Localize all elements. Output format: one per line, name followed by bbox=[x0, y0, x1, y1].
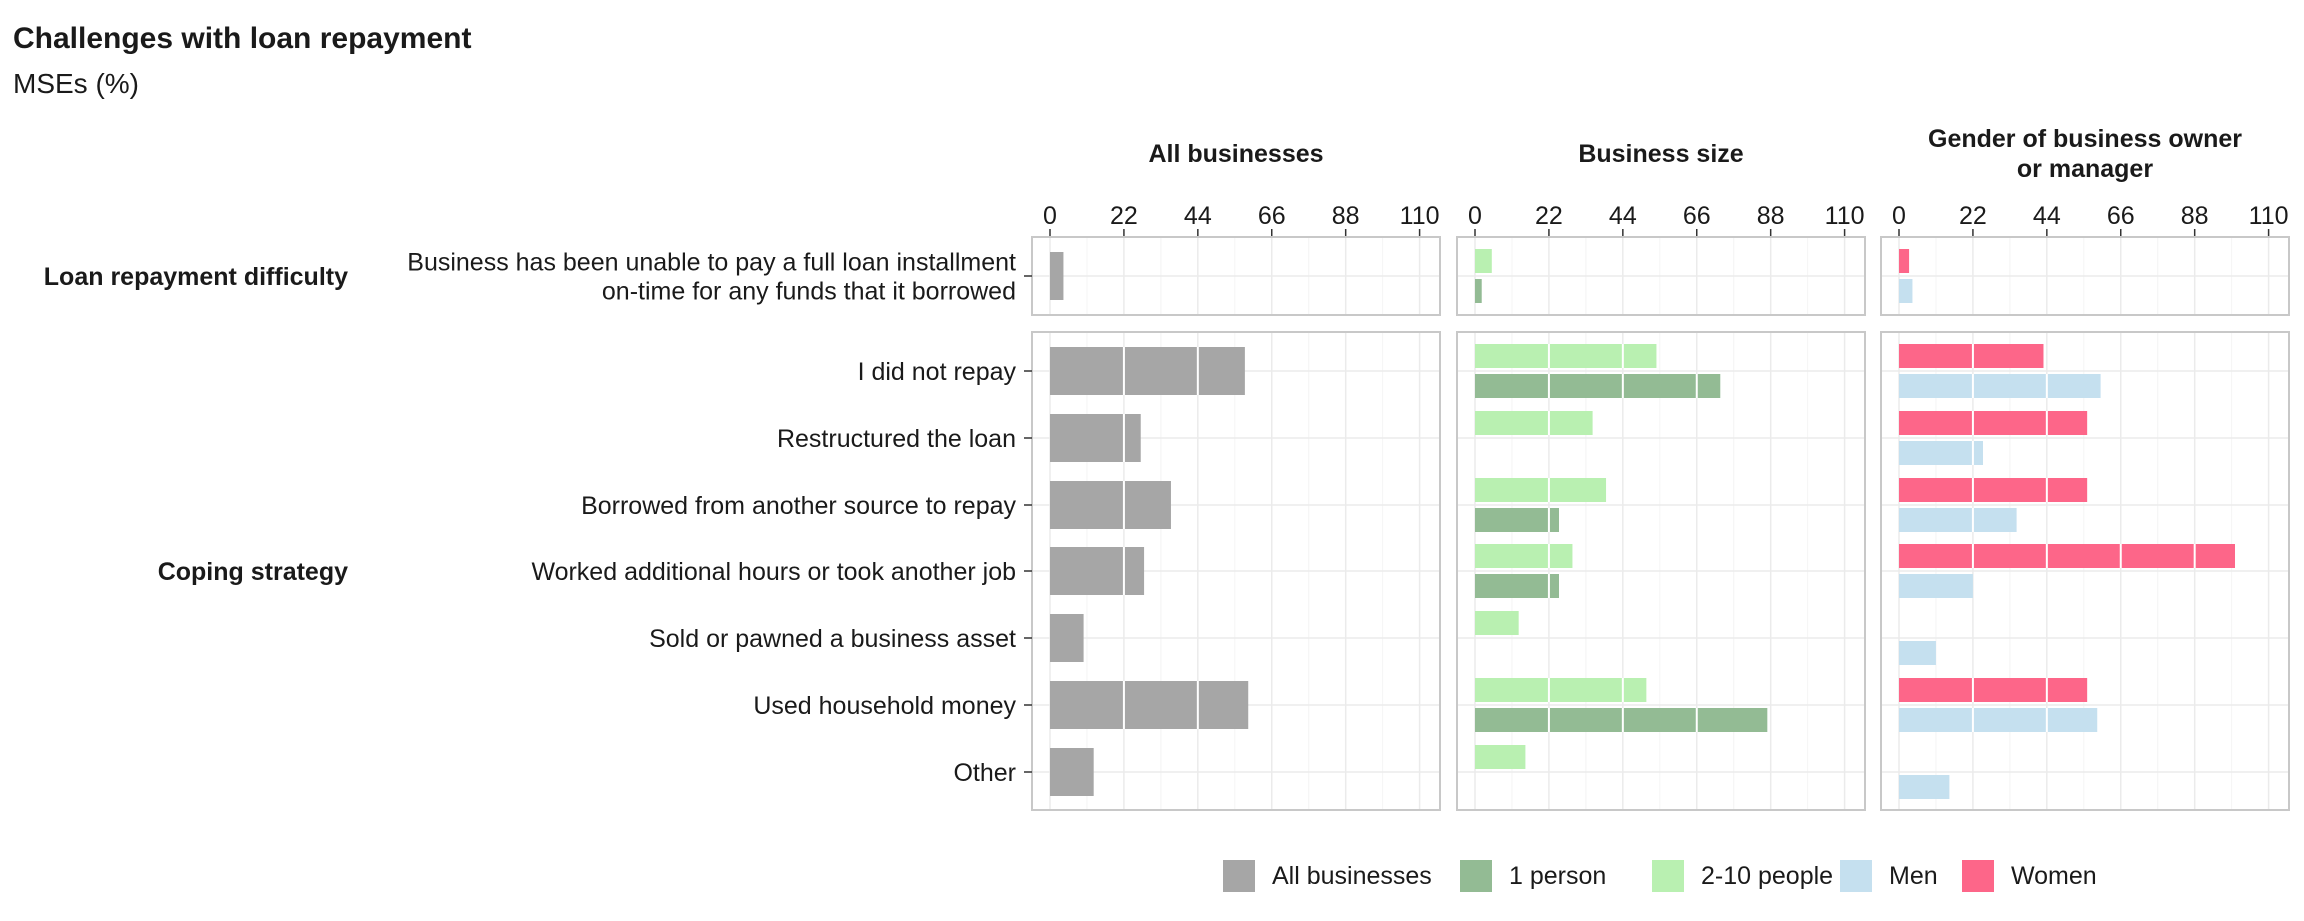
x-tick-label: 44 bbox=[1184, 202, 1212, 230]
legend: All businesses 1 person 2-10 people Men Wome… bbox=[1223, 860, 2097, 892]
legend-swatch bbox=[1840, 860, 1872, 892]
bar bbox=[1475, 279, 1482, 303]
x-tick-label: 44 bbox=[1609, 202, 1637, 230]
x-tick-label: 22 bbox=[1110, 202, 1138, 230]
bar bbox=[1050, 547, 1145, 595]
x-tick-label: 110 bbox=[2249, 202, 2289, 230]
panel-border bbox=[1880, 331, 2290, 811]
row-label: Sold or pawned a business asset bbox=[649, 625, 1016, 653]
bar bbox=[1899, 775, 1950, 799]
bar bbox=[1899, 374, 2101, 398]
bar bbox=[1899, 708, 2098, 732]
bar bbox=[1050, 347, 1245, 395]
x-tick-label: 0 bbox=[1468, 202, 1482, 230]
bar bbox=[1475, 678, 1647, 702]
bar bbox=[1899, 411, 2088, 435]
panel-title: All businesses bbox=[1148, 140, 1323, 168]
x-tick-label: 22 bbox=[1535, 202, 1563, 230]
x-tick-label: 44 bbox=[2033, 202, 2061, 230]
legend-label: Women bbox=[2011, 862, 2097, 890]
bar bbox=[1899, 249, 1910, 273]
x-tick-label: 66 bbox=[1258, 202, 1286, 230]
panel-title: or manager bbox=[2017, 155, 2153, 183]
bar bbox=[1475, 544, 1573, 568]
row-label: I did not repay bbox=[858, 358, 1017, 386]
x-tick-label: 0 bbox=[1892, 202, 1906, 230]
chart-title: Challenges with loan repayment bbox=[13, 22, 471, 55]
x-tick-label: 66 bbox=[2107, 202, 2135, 230]
legend-swatch bbox=[1223, 860, 1255, 892]
bar bbox=[1475, 574, 1559, 598]
row-label: on-time for any funds that it borrowed bbox=[602, 278, 1016, 306]
bar bbox=[1475, 508, 1559, 532]
x-tick-label: 88 bbox=[1332, 202, 1360, 230]
x-tick-label: 110 bbox=[1400, 202, 1440, 230]
chart-subtitle: MSEs (%) bbox=[13, 68, 139, 99]
bar bbox=[1050, 481, 1171, 529]
bar bbox=[1050, 681, 1249, 729]
bar bbox=[1475, 344, 1657, 368]
x-tick-label: 88 bbox=[2181, 202, 2209, 230]
group-label: Loan repayment difficulty bbox=[44, 263, 348, 291]
panel-title: Gender of business owner bbox=[1928, 125, 2242, 153]
bar bbox=[1899, 478, 2088, 502]
legend-label: Men bbox=[1889, 862, 1938, 890]
row-label: Used household money bbox=[753, 692, 1016, 720]
bar bbox=[1899, 508, 2017, 532]
bar bbox=[1475, 745, 1526, 769]
legend-label: All businesses bbox=[1272, 862, 1432, 890]
bar bbox=[1475, 478, 1607, 502]
legend-label: 2-10 people bbox=[1701, 862, 1833, 890]
bar bbox=[1899, 544, 2235, 568]
bar bbox=[1050, 414, 1141, 462]
x-tick-label: 88 bbox=[1757, 202, 1785, 230]
row-label: Borrowed from another source to repay bbox=[581, 492, 1016, 520]
bar bbox=[1475, 249, 1492, 273]
row-label: Other bbox=[953, 759, 1016, 787]
row-label: Worked additional hours or took another … bbox=[531, 558, 1016, 586]
legend-swatch bbox=[1460, 860, 1492, 892]
bar bbox=[1475, 708, 1768, 732]
bar bbox=[1050, 614, 1084, 662]
bar bbox=[1899, 678, 2088, 702]
panel-border bbox=[1456, 236, 1866, 316]
row-label: Restructured the loan bbox=[777, 425, 1016, 453]
row-label: Business has been unable to pay a full l… bbox=[407, 249, 1016, 277]
bar bbox=[1475, 611, 1519, 635]
bar bbox=[1899, 641, 1936, 665]
legend-label: 1 person bbox=[1509, 862, 1606, 890]
legend-swatch bbox=[1962, 860, 1994, 892]
legend-swatch bbox=[1652, 860, 1684, 892]
bar bbox=[1050, 748, 1094, 796]
panel-border bbox=[1456, 331, 1866, 811]
bar bbox=[1475, 411, 1593, 435]
bar bbox=[1899, 344, 2044, 368]
x-tick-label: 110 bbox=[1825, 202, 1865, 230]
bar bbox=[1899, 441, 1983, 465]
x-tick-label: 66 bbox=[1683, 202, 1711, 230]
panel-border bbox=[1880, 236, 2290, 316]
bar bbox=[1899, 279, 1913, 303]
bar bbox=[1899, 574, 1973, 598]
panel-title: Business size bbox=[1578, 140, 1743, 168]
bar bbox=[1050, 252, 1064, 300]
group-label: Coping strategy bbox=[158, 558, 348, 586]
plot-area: All businesses 0 22 44 66 88 110 Business size 0… bbox=[44, 125, 2290, 811]
bar bbox=[1475, 374, 1721, 398]
x-tick-label: 22 bbox=[1959, 202, 1987, 230]
x-tick-label: 0 bbox=[1043, 202, 1057, 230]
